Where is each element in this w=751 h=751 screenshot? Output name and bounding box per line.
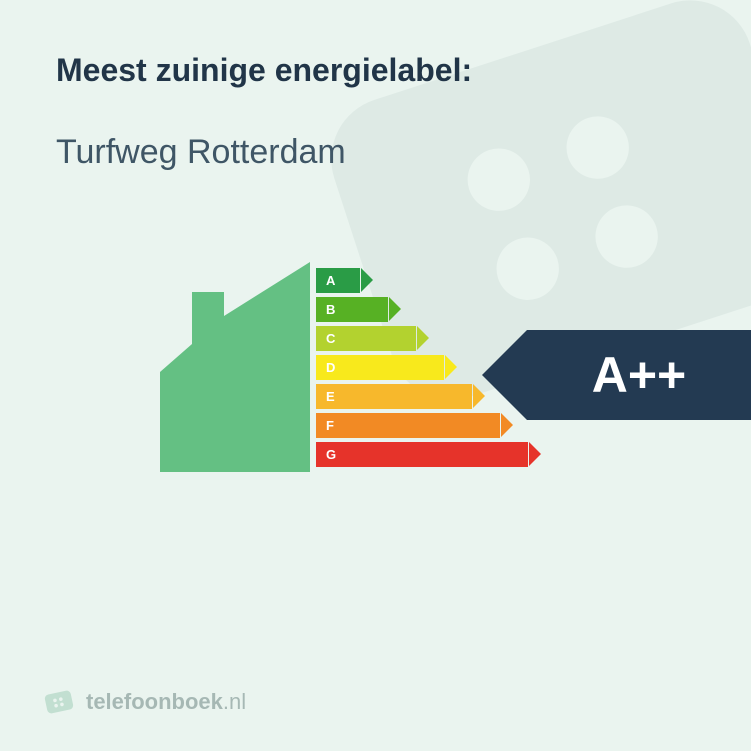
- energy-bar-b: B: [316, 297, 528, 322]
- energy-bar-label: B: [326, 302, 335, 317]
- energy-bar-shape: G: [316, 442, 528, 467]
- energy-bar-shape: B: [316, 297, 388, 322]
- location-subtitle: Turfweg Rotterdam: [56, 133, 695, 172]
- rating-badge: A++: [527, 330, 751, 420]
- rating-value: A++: [592, 346, 687, 404]
- energy-bar-label: F: [326, 418, 334, 433]
- energy-bar-g: G: [316, 442, 528, 467]
- house-icon: [160, 262, 310, 472]
- footer-brand: telefoonboek.nl: [86, 689, 246, 715]
- energy-bar-shape: D: [316, 355, 444, 380]
- energy-bar-shape: F: [316, 413, 500, 438]
- energy-bar-label: A: [326, 273, 335, 288]
- energy-bar-label: C: [326, 331, 335, 346]
- page-title: Meest zuinige energielabel:: [56, 52, 695, 89]
- energy-bar-label: G: [326, 447, 336, 462]
- footer: telefoonboek.nl: [44, 687, 246, 717]
- footer-brand-bold: telefoonboek: [86, 689, 223, 714]
- energy-bar-label: D: [326, 360, 335, 375]
- energy-bar-label: E: [326, 389, 335, 404]
- footer-logo-icon: [44, 687, 74, 717]
- energy-bar-a: A: [316, 268, 528, 293]
- energy-bar-shape: C: [316, 326, 416, 351]
- energy-bar-shape: E: [316, 384, 472, 409]
- footer-brand-thin: .nl: [223, 689, 246, 714]
- energy-bar-shape: A: [316, 268, 360, 293]
